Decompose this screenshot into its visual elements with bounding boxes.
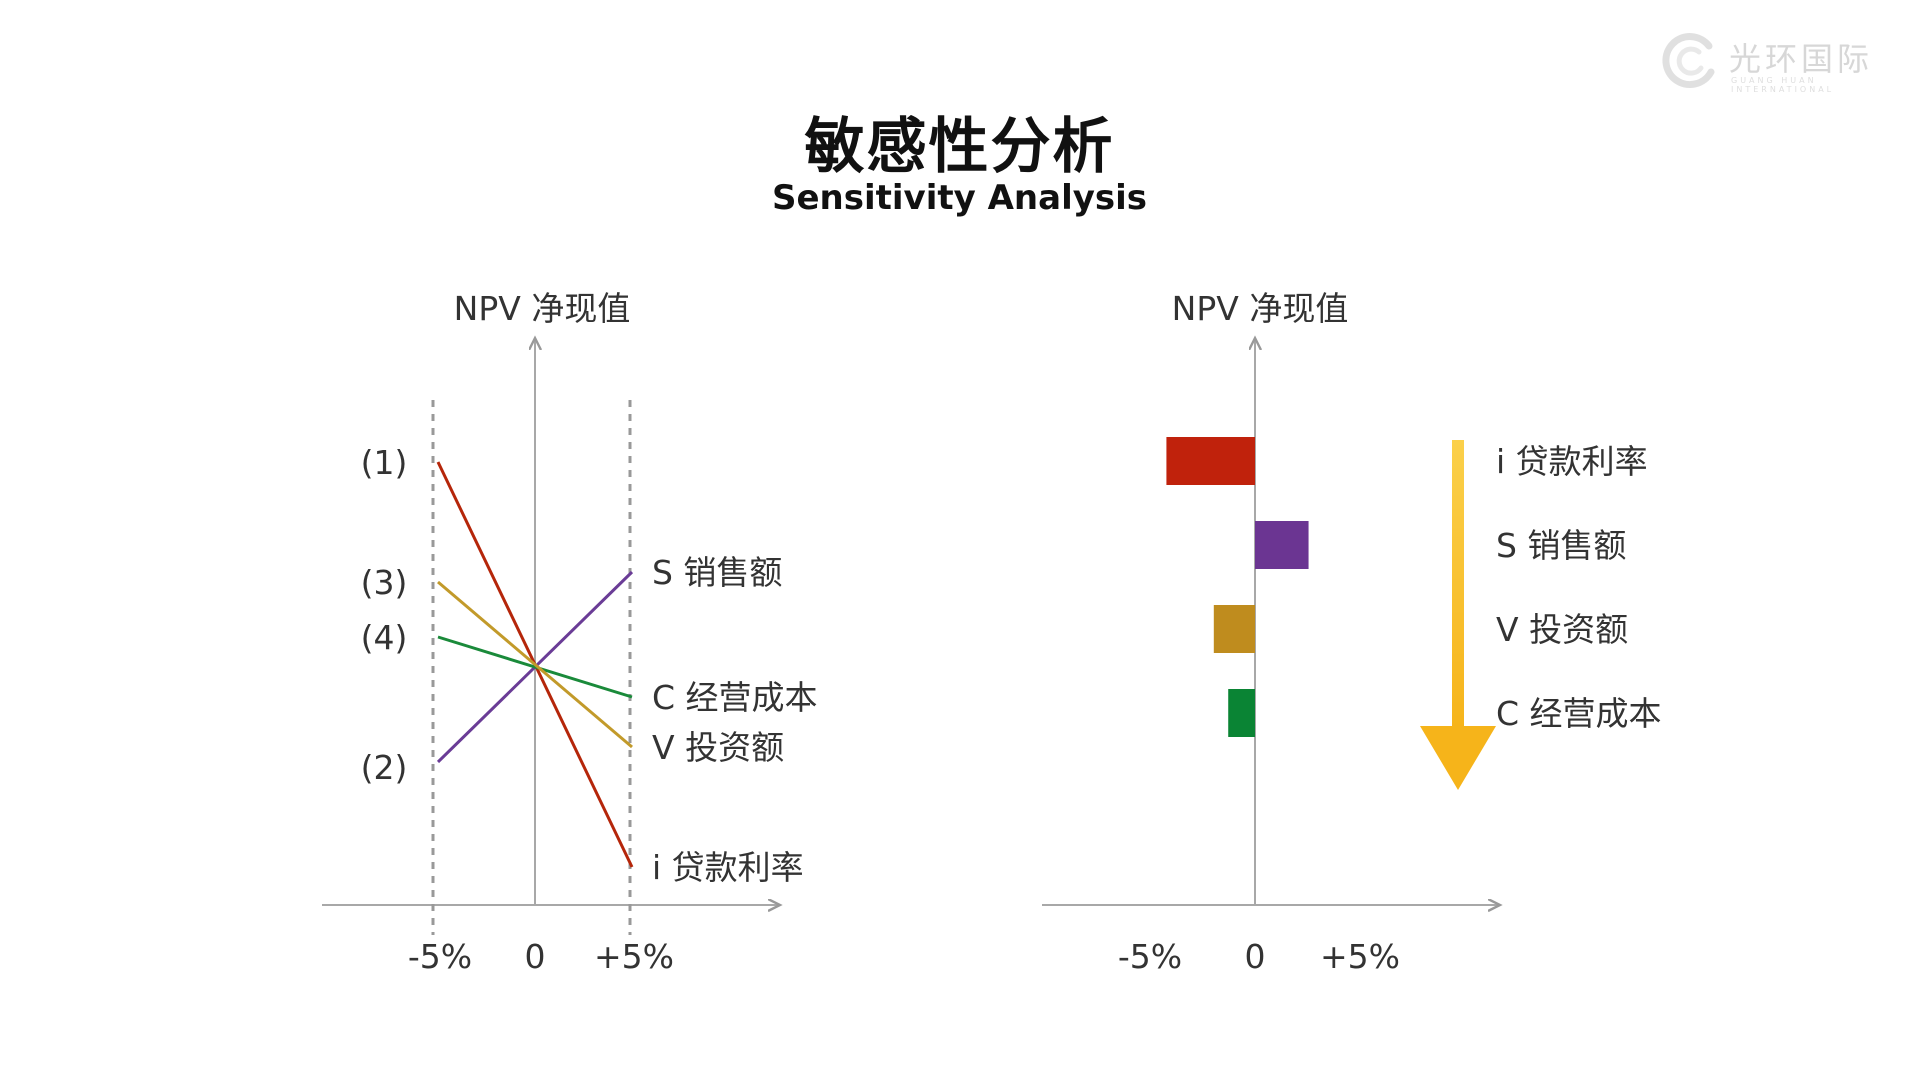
y-axis-label: NPV 净现值 (1172, 289, 1349, 328)
x-tick-label: -5% (408, 937, 472, 976)
down-arrow-icon (1420, 440, 1496, 790)
bar (1255, 521, 1309, 569)
category-label: V 投资额 (1496, 610, 1628, 649)
x-tick-label: +5% (1320, 937, 1400, 976)
bar (1228, 689, 1255, 737)
side-marker-label: (1) (361, 443, 408, 482)
x-tick-label: 0 (525, 937, 546, 976)
series-label: C 经营成本 (652, 678, 818, 717)
logo-text: 光环国际 (1729, 40, 1874, 78)
series-label: S 销售额 (652, 553, 782, 592)
x-tick-label: +5% (594, 937, 674, 976)
category-label: i 贷款利率 (1496, 442, 1648, 481)
series-label: i 贷款利率 (652, 848, 804, 887)
series-label: V 投资额 (652, 728, 784, 767)
company-logo: 光环国际 GUANG HUAN INTERNATIONAL (1659, 30, 1879, 94)
page-title: 敏感性分析 (804, 112, 1115, 182)
side-marker-label: (3) (361, 563, 408, 602)
x-tick-label: 0 (1245, 937, 1266, 976)
side-marker-label: (2) (361, 748, 408, 787)
x-tick-label: -5% (1118, 937, 1182, 976)
series-line (437, 635, 633, 699)
page-subtitle: Sensitivity Analysis (771, 178, 1148, 218)
y-axis-label: NPV 净现值 (454, 289, 631, 328)
series-line (437, 580, 633, 749)
category-label: S 销售额 (1496, 526, 1626, 565)
side-marker-label: (4) (361, 618, 408, 657)
category-label: C 经营成本 (1496, 694, 1662, 733)
logo-subtext: GUANG HUAN INTERNATIONAL (1731, 76, 1835, 94)
bar (1166, 437, 1255, 485)
logo-swirl-icon (1662, 33, 1715, 88)
bar (1213, 605, 1255, 653)
